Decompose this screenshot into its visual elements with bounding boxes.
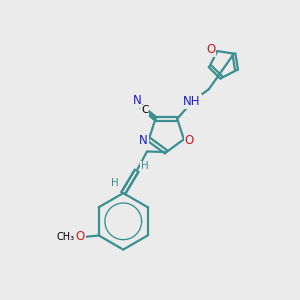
Text: H: H — [111, 178, 119, 188]
Text: O: O — [76, 230, 85, 243]
Text: CH₃: CH₃ — [56, 232, 75, 242]
Text: NH: NH — [183, 95, 201, 108]
Text: N: N — [139, 134, 148, 147]
Text: O: O — [206, 43, 215, 56]
Text: O: O — [184, 134, 194, 147]
Text: H: H — [141, 161, 149, 171]
Text: C: C — [141, 105, 149, 116]
Text: N: N — [133, 94, 142, 107]
